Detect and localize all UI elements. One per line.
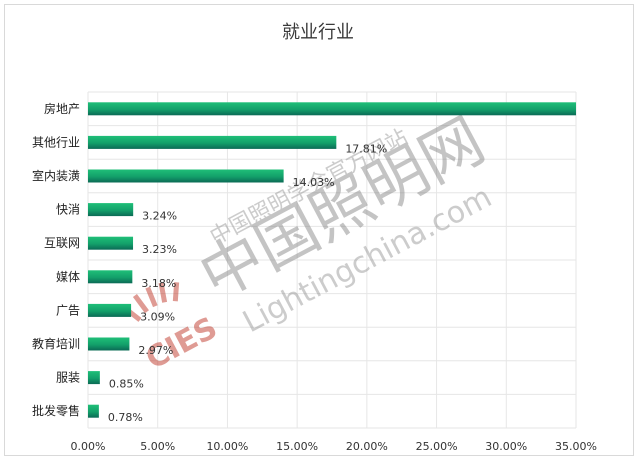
category-label: 其他行业: [32, 135, 80, 149]
bar: [88, 337, 130, 351]
x-tick-label: 10.00%: [206, 440, 248, 453]
category-label: 教育培训: [32, 336, 80, 351]
data-label: 0.78%: [108, 411, 143, 424]
data-label: 3.23%: [142, 243, 177, 256]
bar: [88, 270, 133, 284]
cies-rays-icon: [122, 282, 180, 322]
bar: [88, 236, 134, 250]
bar: [88, 102, 576, 116]
x-tick-label: 35.00%: [555, 440, 597, 453]
data-label: 3.18%: [141, 277, 176, 290]
chart-title: 就业行业: [282, 22, 354, 43]
category-label: 广告: [56, 303, 80, 317]
category-label: 快消: [56, 203, 80, 217]
bar: [88, 371, 100, 385]
category-label: 媒体: [56, 270, 80, 284]
category-label: 室内装潢: [32, 168, 80, 183]
data-label: 3.09%: [140, 310, 175, 323]
bar: [88, 303, 132, 317]
x-tick-label: 5.00%: [140, 440, 175, 453]
x-tick-label: 0.00%: [71, 440, 106, 453]
data-label: 3.24%: [142, 210, 177, 223]
bar: [88, 404, 99, 418]
x-tick-label: 15.00%: [276, 440, 318, 453]
category-label: 服装: [56, 371, 80, 385]
data-label: 14.03%: [293, 176, 335, 189]
category-label: 房地产: [44, 101, 80, 116]
bar: [88, 135, 337, 149]
category-label: 批发零售: [32, 403, 80, 418]
chart-frame: [4, 4, 634, 456]
x-tick-label: 30.00%: [485, 440, 527, 453]
data-label: 0.85%: [109, 378, 144, 391]
bar: [88, 203, 134, 217]
bar: [88, 169, 284, 183]
category-label: 互联网: [44, 236, 80, 250]
data-label: 2.97%: [138, 344, 173, 357]
data-label: 17.81%: [345, 142, 387, 155]
x-tick-label: 20.00%: [346, 440, 388, 453]
x-tick-label: 25.00%: [416, 440, 458, 453]
